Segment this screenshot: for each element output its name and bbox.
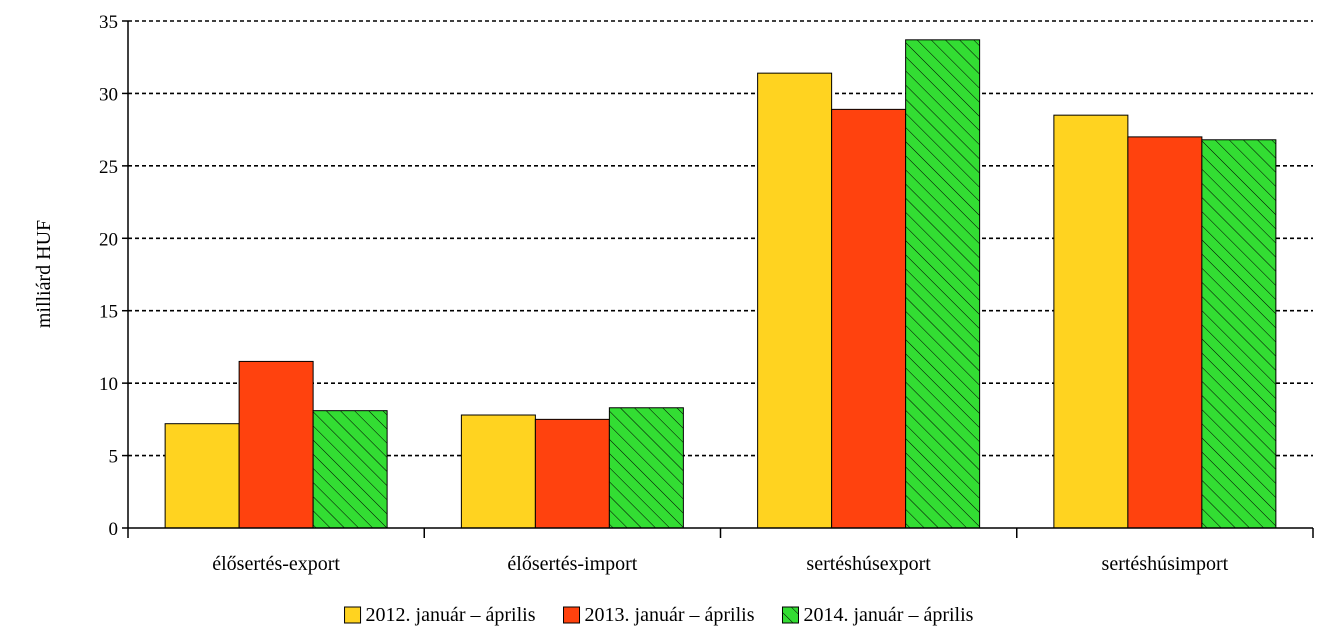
bar-1-4 <box>1053 114 1129 529</box>
y-tick-label: 35 <box>99 12 118 33</box>
y-tick-labels: 0 5 10 15 20 25 30 35 <box>99 12 128 540</box>
bar-1-2 <box>460 414 536 529</box>
legend-swatch <box>563 606 581 624</box>
y-tick-label: 15 <box>99 302 118 323</box>
y-tick-label: 5 <box>109 447 119 468</box>
bar-3-4 <box>1201 139 1277 529</box>
axes <box>127 21 1314 538</box>
y-tick-label: 20 <box>99 229 118 250</box>
legend-item: 2014. január – április <box>781 604 974 626</box>
legend-swatch <box>344 606 362 624</box>
legend-label: 2014. január – április <box>803 604 973 626</box>
bar-2-4 <box>1127 136 1203 529</box>
legend: 2012. január – április 2013. január – ápr… <box>344 604 974 626</box>
x-category-label: élősertés-import <box>507 553 637 575</box>
x-category-labels: élősertés-export élősertés-import sertéshú… <box>212 553 1228 575</box>
x-category-label: sertéshúsexport <box>806 553 931 575</box>
bar-3-1 <box>312 410 388 529</box>
legend-item: 2012. január – április <box>344 604 536 626</box>
bar-2-1 <box>238 360 314 529</box>
bars <box>164 39 1277 529</box>
bar-2-2 <box>534 418 610 529</box>
y-tick-label: 10 <box>99 374 118 395</box>
bar-1-1 <box>164 423 240 529</box>
legend-swatch <box>781 606 799 624</box>
legend-item: 2013. január – április <box>563 604 755 626</box>
legend-label: 2013. január – április <box>585 604 755 626</box>
bar-3-3 <box>905 39 981 529</box>
bar-2-3 <box>831 108 907 529</box>
y-tick-label: 30 <box>99 84 118 105</box>
legend-label: 2012. január – április <box>366 604 536 626</box>
y-tick-label: 25 <box>99 157 118 178</box>
x-category-label: élősertés-export <box>212 553 340 575</box>
bar-1-3 <box>757 72 833 529</box>
x-category-label: sertéshúsimport <box>1102 553 1229 575</box>
bar-3-2 <box>608 407 684 529</box>
y-tick-label: 0 <box>109 519 119 540</box>
y-axis-label: milliárd HUF <box>33 220 55 328</box>
